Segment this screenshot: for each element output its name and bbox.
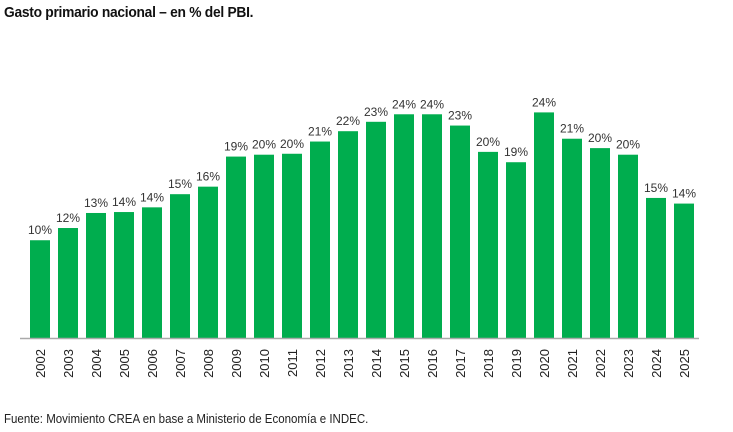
- data-label-2013: 22%: [336, 114, 360, 128]
- bar-2013: [338, 131, 358, 338]
- x-tick-label-2006: 2006: [145, 349, 160, 378]
- x-tick-label-2004: 2004: [89, 349, 104, 378]
- chart-title: Gasto primario nacional – en % del PBI.: [4, 4, 254, 21]
- x-tick-label-2021: 2021: [565, 349, 580, 378]
- data-label-2019: 19%: [504, 145, 528, 159]
- x-tick-label-2024: 2024: [649, 349, 664, 378]
- bar-2003: [58, 228, 78, 338]
- data-label-2012: 21%: [308, 125, 332, 139]
- data-label-2015: 24%: [392, 97, 416, 111]
- x-tick-label-2012: 2012: [313, 349, 328, 378]
- x-tick-label-2015: 2015: [397, 349, 412, 378]
- data-label-2023: 20%: [616, 138, 640, 152]
- data-label-2024: 15%: [644, 181, 668, 195]
- source-note: Fuente: Movimiento CREA en base a Minist…: [4, 412, 369, 426]
- x-tick-label-2003: 2003: [61, 349, 76, 378]
- bar-2005: [114, 212, 134, 338]
- x-tick-label-2014: 2014: [369, 349, 384, 378]
- bar-2011: [282, 153, 302, 338]
- data-label-2008: 16%: [196, 170, 220, 184]
- x-tick-label-2016: 2016: [425, 349, 440, 378]
- data-label-2021: 21%: [560, 122, 584, 136]
- bar-2025: [674, 203, 694, 338]
- x-tick-label-2022: 2022: [593, 349, 608, 378]
- x-tick-label-2011: 2011: [285, 349, 300, 377]
- data-label-2017: 23%: [448, 109, 472, 123]
- data-label-2004: 13%: [84, 196, 108, 210]
- x-tick-label-2008: 2008: [201, 349, 216, 378]
- x-tick-label-2019: 2019: [509, 349, 524, 378]
- bar-2010: [254, 154, 274, 338]
- data-label-2016: 24%: [420, 97, 444, 111]
- x-tick-label-2023: 2023: [621, 349, 636, 378]
- x-tick-label-2017: 2017: [453, 349, 468, 378]
- bar-2014: [366, 121, 386, 338]
- data-label-2005: 14%: [112, 195, 136, 209]
- bar-2018: [478, 151, 498, 338]
- bar-2016: [422, 114, 442, 338]
- data-label-2009: 19%: [224, 140, 248, 154]
- bar-2024: [646, 197, 666, 338]
- x-tick-label-2005: 2005: [117, 349, 132, 378]
- x-tick-label-2018: 2018: [481, 349, 496, 378]
- data-label-2010: 20%: [252, 138, 276, 152]
- data-label-2020: 24%: [532, 95, 556, 109]
- data-label-2006: 14%: [140, 190, 164, 204]
- x-tick-label-2002: 2002: [33, 349, 48, 378]
- data-label-2007: 15%: [168, 177, 192, 191]
- bar-2017: [450, 125, 470, 338]
- x-tick-label-2007: 2007: [173, 349, 188, 378]
- bar-2002: [30, 240, 50, 338]
- bar-2022: [590, 148, 610, 338]
- x-tick-label-2010: 2010: [257, 349, 272, 378]
- bar-2019: [506, 162, 526, 338]
- bar-2008: [198, 186, 218, 338]
- data-label-2011: 20%: [280, 137, 304, 151]
- bar-2020: [534, 112, 554, 339]
- bar-2012: [310, 141, 330, 338]
- data-label-2003: 12%: [56, 211, 80, 225]
- x-tick-label-2013: 2013: [341, 349, 356, 378]
- data-label-2025: 14%: [672, 187, 696, 201]
- bar-2023: [618, 154, 638, 338]
- data-label-2018: 20%: [476, 135, 500, 149]
- x-tick-label-2009: 2009: [229, 349, 244, 378]
- x-tick-label-2020: 2020: [537, 349, 552, 378]
- bar-2021: [562, 138, 582, 338]
- data-label-2002: 10%: [28, 223, 52, 237]
- bar-2006: [142, 207, 162, 338]
- data-label-2022: 20%: [588, 131, 612, 145]
- bar-2015: [394, 114, 414, 338]
- bar-2009: [226, 156, 246, 338]
- data-label-2014: 23%: [364, 105, 388, 119]
- bar-2007: [170, 194, 190, 338]
- bar-2004: [86, 212, 106, 338]
- x-tick-label-2025: 2025: [677, 349, 692, 378]
